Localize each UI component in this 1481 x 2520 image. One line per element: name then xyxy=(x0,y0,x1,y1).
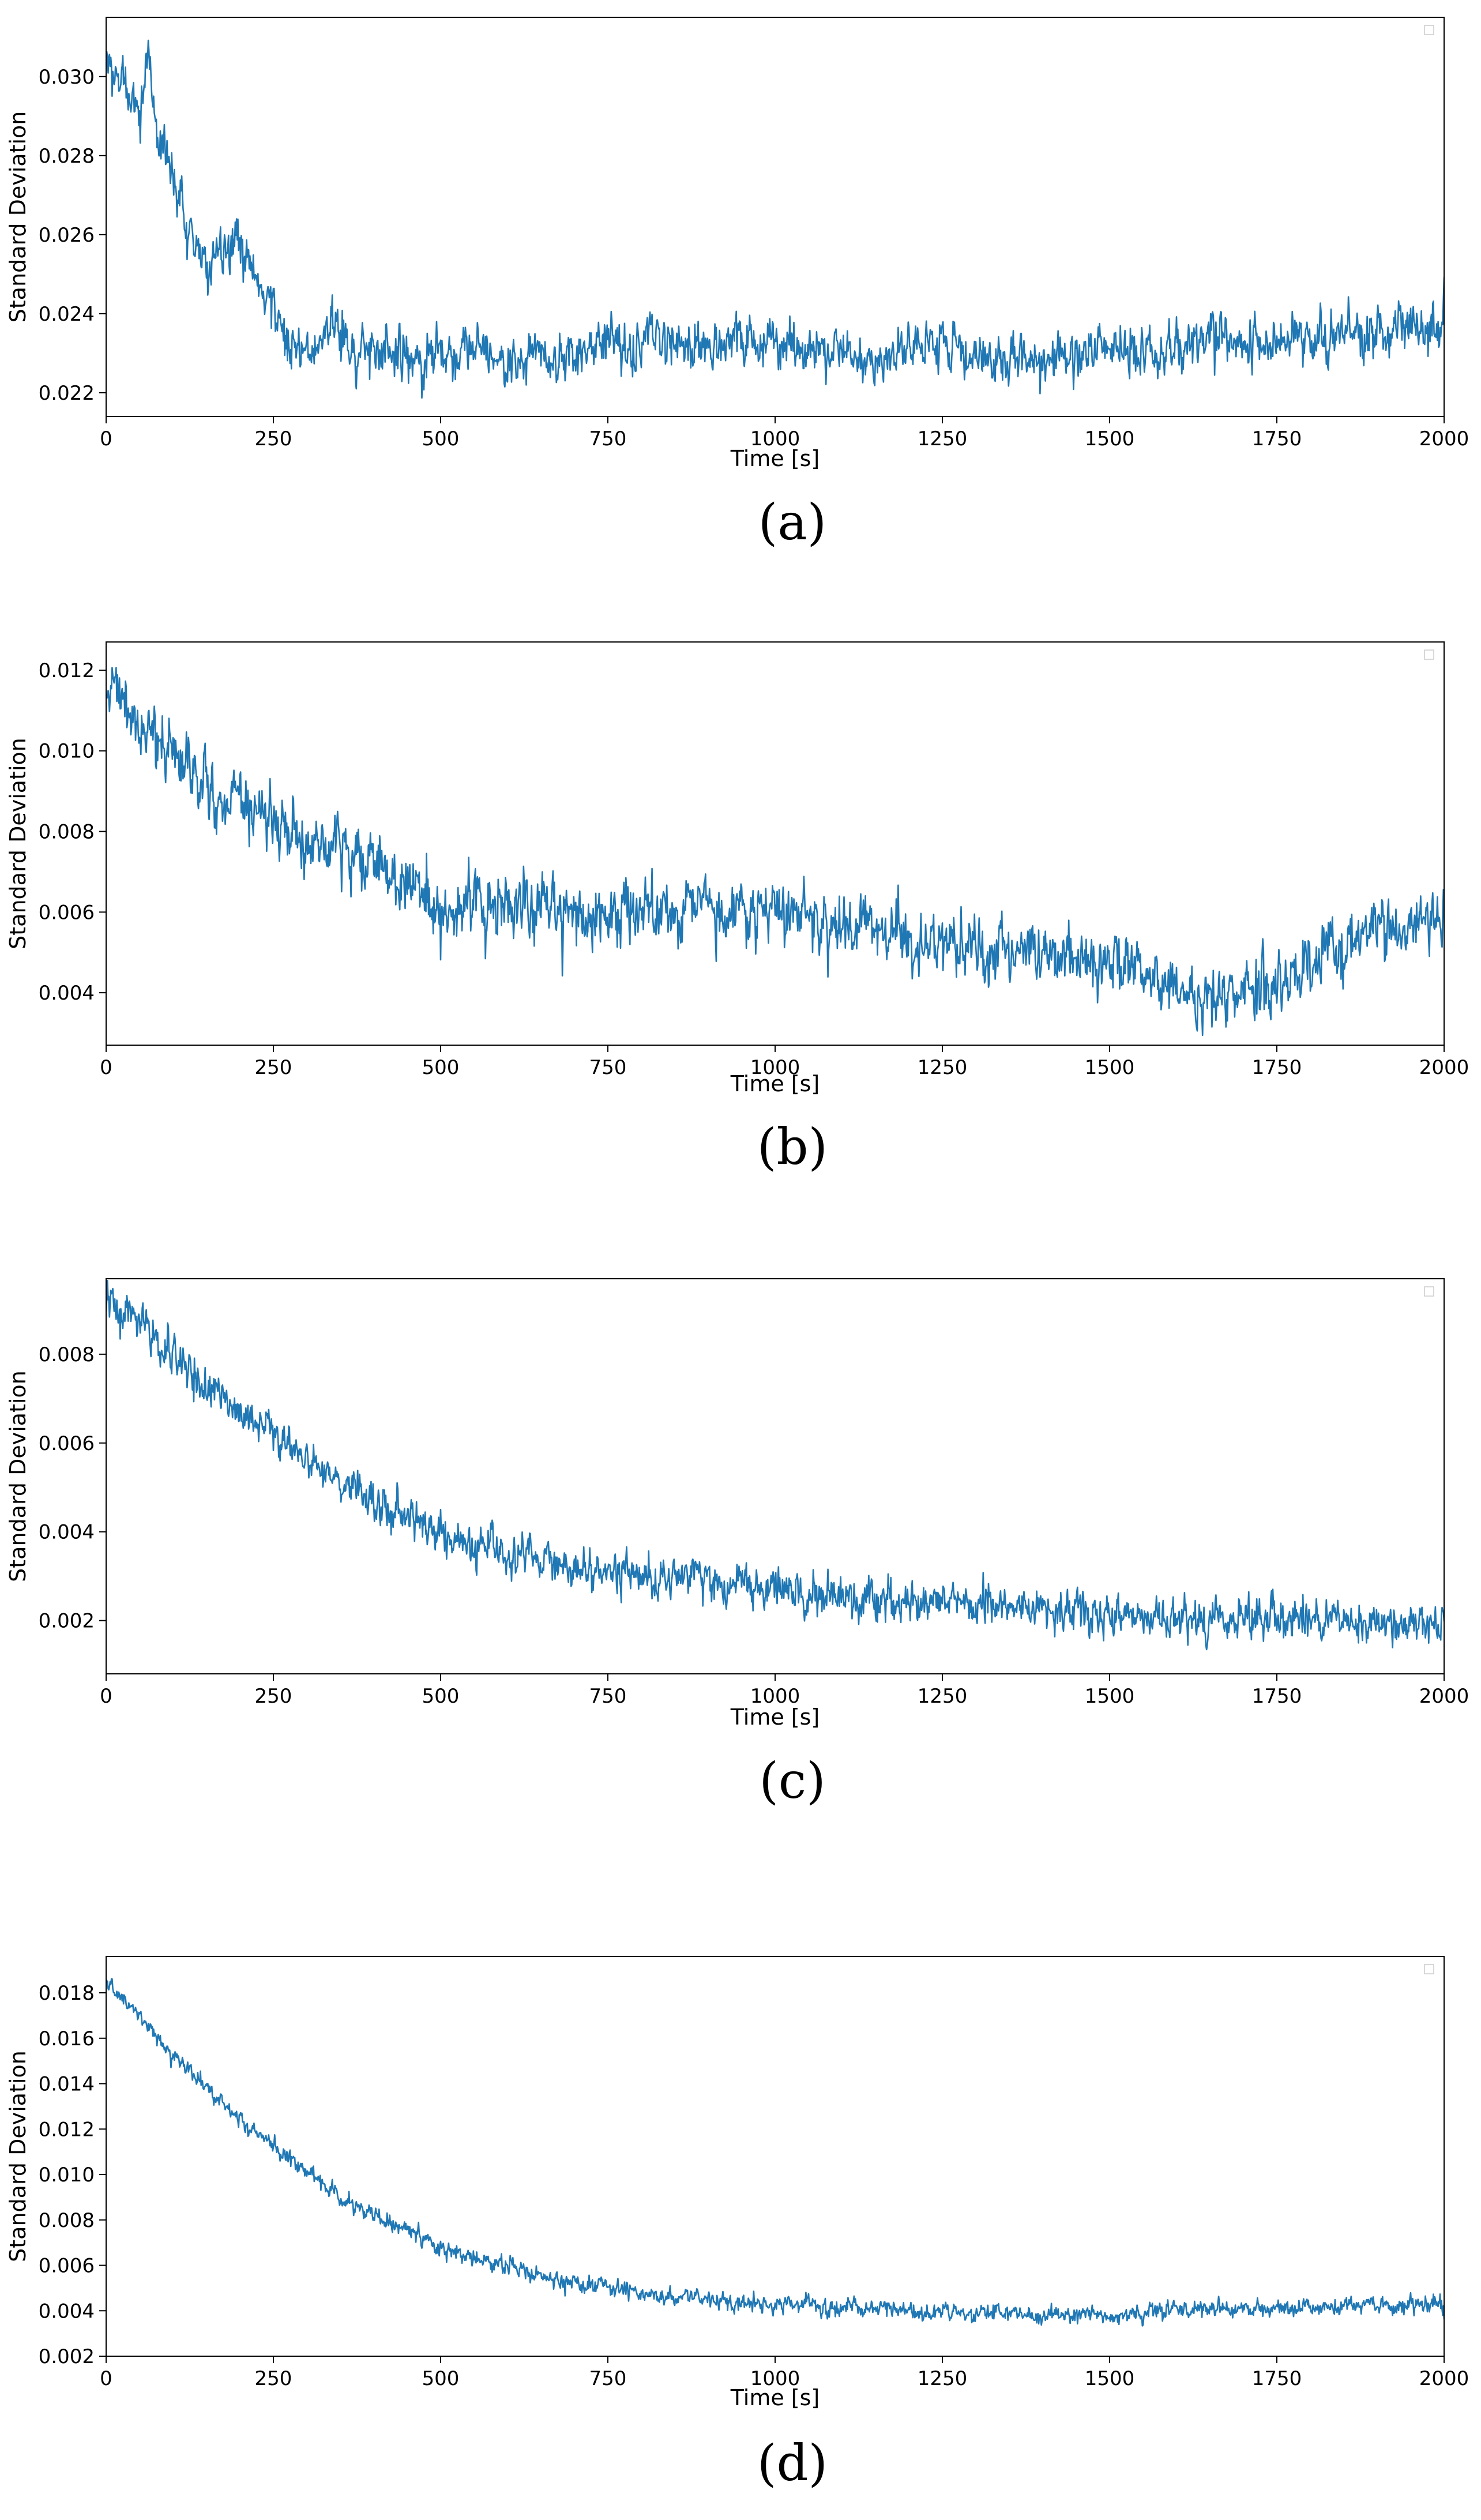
series-line-std xyxy=(106,39,1444,399)
x-tick-label: 1500 xyxy=(1085,1056,1135,1079)
y-axis-label: Standard Deviation xyxy=(5,1370,31,1582)
x-tick-label: 500 xyxy=(422,1685,460,1708)
x-tick-label: 500 xyxy=(422,2367,460,2390)
x-tick-label: 250 xyxy=(255,1685,292,1708)
x-tick-label: 2000 xyxy=(1419,1056,1469,1079)
y-tick-label: 0.004 xyxy=(39,2300,95,2323)
x-tick-label: 1500 xyxy=(1085,427,1135,450)
y-tick-label: 0.028 xyxy=(39,145,95,168)
x-tick-label: 750 xyxy=(589,1056,627,1079)
x-tick-label: 0 xyxy=(100,1056,112,1079)
x-tick-label: 1750 xyxy=(1252,1685,1302,1708)
plot-frame xyxy=(106,1278,1445,1674)
series-line-std xyxy=(106,1978,1444,2327)
y-axis-label: Standard Deviation xyxy=(5,111,31,323)
x-tick-label: 1750 xyxy=(1252,2367,1302,2390)
chart-panel-b: 0 250 500 750 1000 1250 1500 1750 2000 0.004 0.006… xyxy=(5,641,1469,1176)
x-tick-label: 0 xyxy=(100,2367,112,2390)
y-tick-label: 0.012 xyxy=(39,2118,95,2141)
y-axis-label: Standard Deviation xyxy=(5,2050,31,2262)
x-tick-label: 2000 xyxy=(1419,2367,1469,2390)
x-tick-label: 2000 xyxy=(1419,427,1469,450)
y-tick-label: 0.010 xyxy=(39,2164,95,2187)
legend-box xyxy=(1424,1964,1434,1974)
x-tick-label: 1000 xyxy=(750,1056,800,1079)
x-tick-label: 2000 xyxy=(1419,1685,1469,1708)
y-tick-label: 0.006 xyxy=(39,2255,95,2278)
x-axis-label: Time [s] xyxy=(730,1704,820,1730)
x-axis-label: Time [s] xyxy=(730,2385,820,2410)
x-tick-label: 500 xyxy=(422,427,460,450)
x-tick-label: 250 xyxy=(255,1056,292,1079)
x-tick-label: 1000 xyxy=(750,427,800,450)
x-tick-label: 1500 xyxy=(1085,2367,1135,2390)
x-tick-label: 750 xyxy=(589,427,627,450)
y-tick-label: 0.002 xyxy=(39,2345,95,2368)
x-tick-label: 250 xyxy=(255,2367,292,2390)
panel-caption: (a) xyxy=(758,494,826,551)
y-tick-label: 0.008 xyxy=(39,1343,95,1366)
plot-frame xyxy=(106,1956,1445,2357)
panel-caption: (d) xyxy=(757,2435,828,2492)
series-line-std xyxy=(106,1280,1444,1651)
y-tick-label: 0.008 xyxy=(39,2209,95,2232)
chart-panel-a: 0 250 500 750 1000 1250 1500 1750 2000 0.022 0.024… xyxy=(5,17,1469,551)
panel-caption: (b) xyxy=(757,1118,828,1176)
x-tick-label: 750 xyxy=(589,1685,627,1708)
x-tick-label: 1750 xyxy=(1252,427,1302,450)
y-tick-label: 0.006 xyxy=(39,901,95,924)
x-tick-label: 1000 xyxy=(750,1685,800,1708)
x-tick-label: 0 xyxy=(100,1685,112,1708)
y-tick-label: 0.006 xyxy=(39,1432,95,1455)
y-tick-label: 0.004 xyxy=(39,1521,95,1544)
y-tick-label: 0.012 xyxy=(39,659,95,682)
x-tick-label: 750 xyxy=(589,2367,627,2390)
y-tick-label: 0.030 xyxy=(39,66,95,89)
legend-box xyxy=(1424,25,1434,35)
x-tick-label: 500 xyxy=(422,1056,460,1079)
x-tick-label: 1500 xyxy=(1085,1685,1135,1708)
y-tick-label: 0.022 xyxy=(39,382,95,405)
y-tick-label: 0.008 xyxy=(39,821,95,844)
y-tick-label: 0.018 xyxy=(39,1982,95,2005)
x-tick-label: 1750 xyxy=(1252,1056,1302,1079)
y-tick-label: 0.024 xyxy=(39,303,95,326)
y-tick-label: 0.026 xyxy=(39,224,95,247)
plot-frame xyxy=(106,17,1445,417)
y-tick-label: 0.002 xyxy=(39,1610,95,1633)
y-tick-label: 0.014 xyxy=(39,2073,95,2096)
series-line-std xyxy=(106,667,1444,1036)
y-axis-label: Standard Deviation xyxy=(5,738,31,949)
x-tick-label: 1000 xyxy=(750,2367,800,2390)
x-tick-label: 250 xyxy=(255,427,292,450)
chart-panel-c: 0 250 500 750 1000 1250 1500 1750 2000 0.002 0.004… xyxy=(5,1278,1469,1810)
y-tick-label: 0.010 xyxy=(39,740,95,763)
panel-caption: (c) xyxy=(759,1752,825,1810)
x-tick-label: 1250 xyxy=(918,1056,968,1079)
x-tick-label: 1250 xyxy=(918,427,968,450)
x-tick-label: 1250 xyxy=(918,2367,968,2390)
y-tick-label: 0.016 xyxy=(39,2027,95,2050)
x-axis-label: Time [s] xyxy=(730,1071,820,1096)
x-tick-label: 0 xyxy=(100,427,112,450)
legend-box xyxy=(1424,1286,1434,1297)
legend-box xyxy=(1424,649,1434,660)
y-tick-label: 0.004 xyxy=(39,982,95,1005)
chart-panel-d: 0 250 500 750 1000 1250 1500 1750 2000 0.002 0.004… xyxy=(5,1956,1469,2492)
x-axis-label: Time [s] xyxy=(730,446,820,471)
x-tick-label: 1250 xyxy=(918,1685,968,1708)
